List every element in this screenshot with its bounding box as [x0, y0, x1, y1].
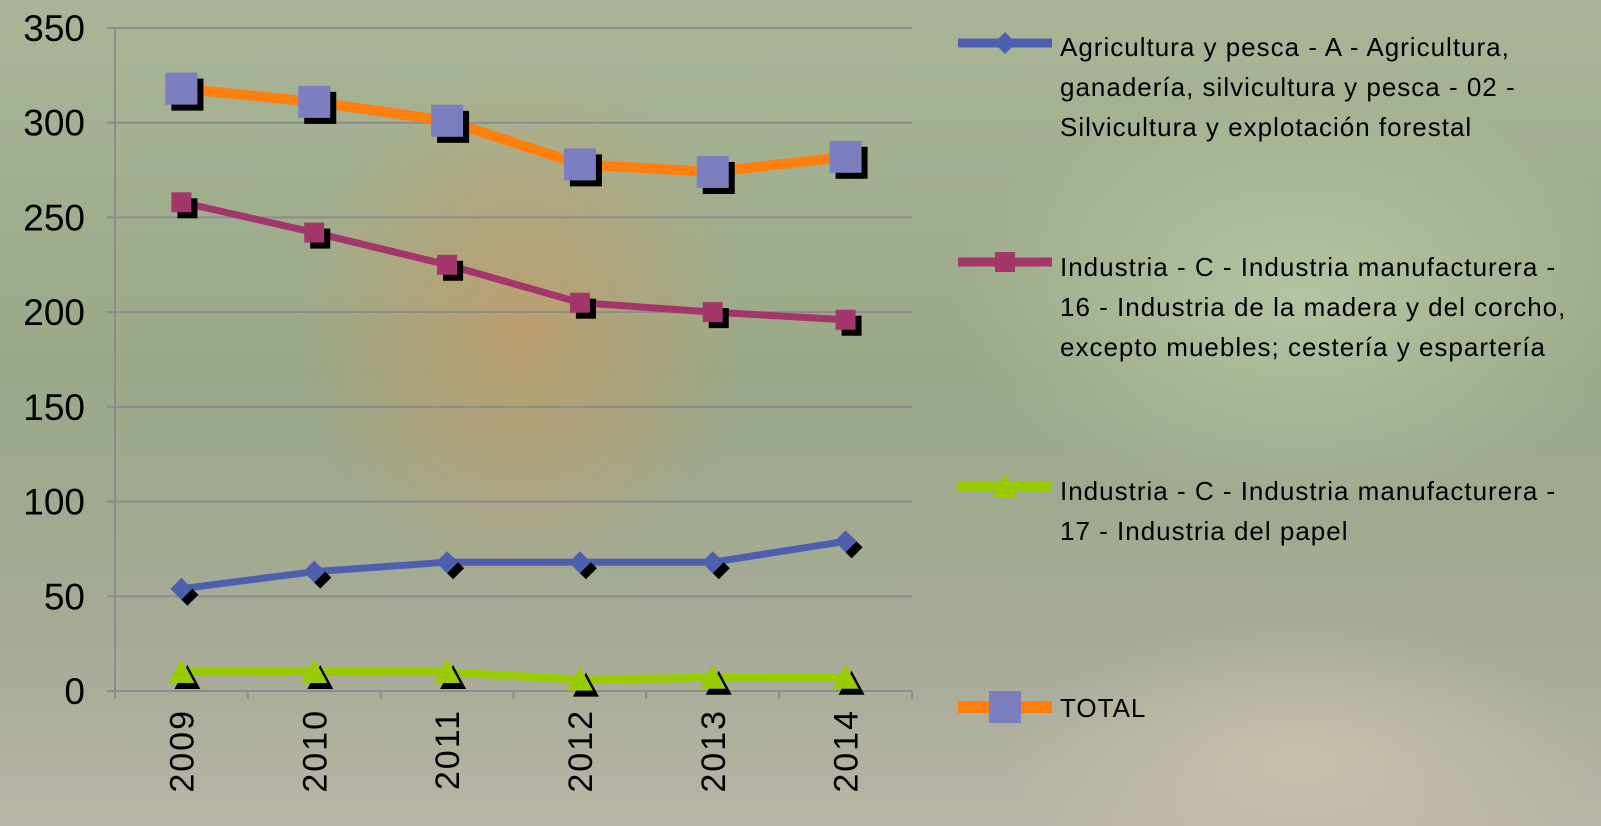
- data-point: [170, 577, 199, 606]
- marker: [170, 577, 193, 600]
- marker: [301, 659, 328, 684]
- marker: [568, 551, 591, 574]
- legend-marker: [995, 252, 1015, 272]
- x-tick-label: 2012: [562, 709, 600, 793]
- legend-marker: [992, 474, 1018, 498]
- marker: [569, 292, 590, 313]
- legend-label: Industria - C - Industria manufacturera …: [1060, 476, 1557, 546]
- data-point: [834, 530, 863, 559]
- y-tick-label: 300: [23, 103, 85, 144]
- y-tick-label: 50: [44, 576, 85, 617]
- data-point: [303, 560, 332, 589]
- series-line: [181, 668, 846, 684]
- y-tick-label: 350: [23, 8, 85, 49]
- data-point: [168, 659, 201, 690]
- y-tick-label: 250: [23, 197, 85, 238]
- data-point: [701, 551, 730, 580]
- x-tick-label: 2010: [296, 709, 334, 793]
- marker: [437, 254, 458, 275]
- marker: [701, 551, 724, 574]
- marker: [829, 140, 862, 173]
- x-tick-label: 2014: [828, 709, 866, 793]
- legend-marker: [989, 691, 1021, 723]
- data-point: [566, 666, 599, 697]
- marker: [168, 659, 195, 684]
- y-tick-label: 150: [23, 387, 85, 428]
- data-point: [568, 551, 597, 580]
- data-point: [171, 192, 198, 219]
- marker: [171, 192, 192, 213]
- series-line: [180, 537, 847, 593]
- marker: [699, 664, 726, 689]
- data-point: [699, 664, 732, 695]
- y-tick-label: 100: [23, 482, 85, 523]
- series-line: [180, 198, 846, 324]
- data-point: [829, 140, 868, 179]
- marker: [434, 659, 461, 684]
- legend-label: Industria - C - Industria manufacturera …: [1060, 252, 1567, 362]
- data-point: [434, 659, 467, 690]
- data-point: [298, 85, 337, 124]
- x-tick-label: 2009: [163, 709, 201, 793]
- marker: [165, 72, 198, 105]
- legend-label: TOTAL: [1060, 693, 1147, 723]
- marker: [696, 155, 729, 188]
- data-point: [569, 292, 596, 319]
- data-point: [563, 148, 602, 187]
- series-line: [180, 83, 847, 177]
- data-point: [301, 659, 334, 690]
- data-point: [696, 155, 735, 194]
- marker: [431, 104, 464, 137]
- marker: [832, 664, 859, 689]
- marker: [436, 551, 459, 574]
- data-point: [165, 72, 204, 111]
- data-point: [702, 302, 729, 329]
- data-point: [832, 664, 865, 695]
- marker: [702, 302, 723, 323]
- marker: [566, 666, 593, 691]
- marker: [304, 222, 325, 243]
- data-point: [436, 551, 465, 580]
- marker: [835, 309, 856, 330]
- marker: [563, 148, 596, 181]
- y-tick-label: 0: [64, 671, 85, 712]
- marker: [298, 85, 331, 118]
- data-point: [431, 104, 470, 143]
- data-point: [437, 254, 464, 281]
- x-tick-label: 2011: [429, 709, 467, 790]
- legend-label: Agricultura y pesca - A - Agricultura, g…: [1060, 32, 1516, 142]
- x-tick-label: 2013: [695, 709, 733, 793]
- marker: [303, 560, 326, 583]
- marker: [834, 530, 857, 553]
- data-point: [304, 222, 331, 249]
- data-point: [835, 309, 862, 336]
- legend-marker: [994, 32, 1016, 54]
- y-tick-label: 200: [23, 292, 85, 333]
